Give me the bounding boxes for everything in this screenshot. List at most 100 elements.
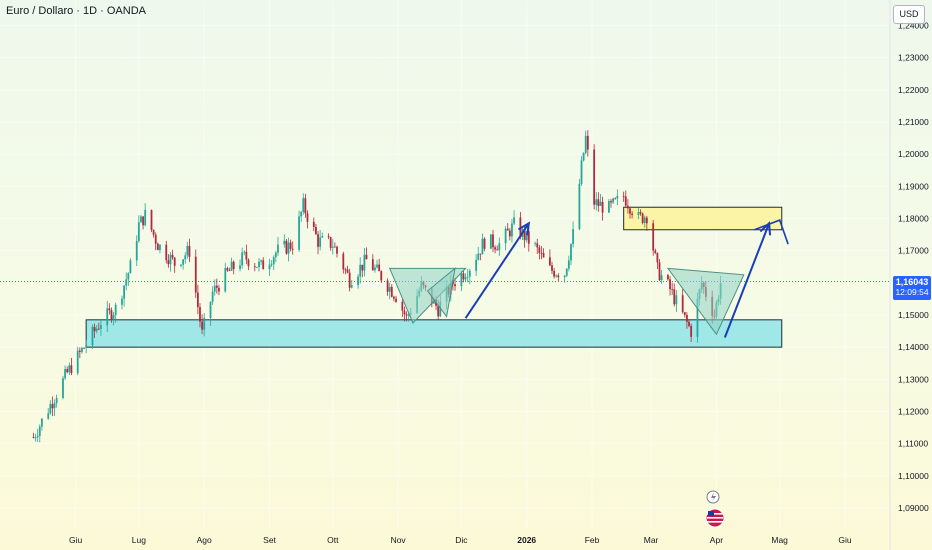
candle-body — [342, 253, 345, 270]
candle — [95, 325, 98, 334]
candle — [489, 234, 492, 249]
candle — [548, 249, 551, 267]
candle — [285, 239, 288, 255]
candle-body — [578, 183, 581, 230]
candle-body — [62, 378, 64, 399]
candle-body — [637, 212, 640, 215]
support-zone[interactable] — [85, 319, 783, 348]
candle — [241, 247, 244, 269]
candle-body — [540, 252, 543, 254]
candle — [390, 284, 393, 298]
candle-body — [407, 314, 410, 316]
candle — [481, 233, 484, 255]
candle — [593, 144, 596, 210]
candle-body — [226, 268, 229, 271]
candle-body — [494, 247, 496, 250]
candle-body — [331, 246, 334, 248]
candle — [582, 152, 585, 162]
symbol-title[interactable]: Euro / Dollaro · 1D · OANDA — [6, 5, 146, 17]
candle-body — [645, 217, 648, 224]
candle-body — [81, 347, 83, 352]
candle-body — [669, 279, 671, 290]
candle-body — [47, 413, 50, 419]
candle — [268, 258, 271, 277]
us-flag-event-icon[interactable] — [705, 508, 725, 528]
candle-body — [483, 238, 486, 249]
candle-body — [643, 217, 646, 223]
candle-body — [127, 273, 130, 280]
candle — [260, 259, 263, 265]
candle — [199, 303, 201, 328]
candle — [643, 215, 646, 228]
candle-body — [388, 286, 391, 292]
candle — [49, 400, 52, 415]
candle — [567, 255, 570, 272]
candle — [371, 254, 374, 271]
candle — [673, 283, 676, 307]
candle-body — [489, 234, 492, 249]
currency-button[interactable]: USD — [893, 5, 925, 24]
candle-body — [315, 226, 317, 235]
time-axis[interactable]: Giu Lug Ago Set Ott Nov Dic 2026 Feb Mar Apr Mag Giu — [69, 535, 852, 545]
candle-body — [681, 295, 684, 313]
candle-body — [165, 244, 168, 261]
candle-body — [523, 229, 526, 241]
candle-body — [312, 221, 315, 227]
candle — [291, 241, 294, 255]
candle — [376, 259, 378, 269]
candle — [135, 235, 138, 266]
candle-body — [555, 275, 558, 277]
triangle-pattern[interactable] — [426, 267, 456, 318]
time-tick-label: 2026 — [517, 535, 536, 545]
trend-arrow[interactable] — [464, 221, 531, 319]
candle — [106, 300, 109, 333]
drawings[interactable] — [388, 219, 789, 338]
candle-body — [610, 201, 612, 203]
candle-body — [542, 253, 545, 258]
candle — [631, 211, 634, 219]
candle-body — [344, 269, 347, 271]
candle-body — [68, 365, 71, 373]
candle-body — [460, 273, 463, 287]
candle — [298, 210, 300, 252]
candle-body — [553, 270, 556, 277]
price-tick-label: 1,12000 — [898, 407, 929, 417]
candle — [498, 237, 501, 256]
candle-body — [243, 251, 246, 253]
candle-body — [215, 285, 218, 288]
candle — [388, 282, 391, 300]
candle-body — [51, 404, 54, 409]
price-tick-label: 1,10000 — [898, 471, 929, 481]
price-axis[interactable]: 1,24000 1,23000 1,22000 1,21000 1,20000 1,190… — [898, 21, 929, 514]
candle — [359, 257, 362, 284]
candle — [68, 362, 71, 375]
price-tick-label: 1,13000 — [898, 374, 929, 384]
time-tick-label: Ago — [197, 535, 212, 545]
candle — [66, 366, 69, 374]
lightning-icon[interactable] — [706, 490, 720, 504]
candle-body — [245, 251, 248, 260]
projection-zigzag[interactable] — [754, 219, 789, 245]
candle-body — [247, 259, 250, 267]
candle — [538, 245, 541, 260]
candle — [224, 262, 227, 293]
candle-body — [639, 212, 642, 214]
candle-body — [357, 276, 359, 286]
candle — [228, 267, 231, 272]
candle-body — [114, 304, 117, 315]
last-price-value: 1,16043 — [895, 277, 929, 287]
triangle-pattern[interactable] — [666, 267, 745, 336]
candle-body — [534, 243, 537, 245]
candles — [32, 130, 722, 443]
candle-body — [656, 253, 659, 263]
candle — [129, 258, 132, 274]
candle-body — [224, 268, 227, 292]
candle — [658, 258, 661, 282]
candle — [300, 210, 303, 223]
candle-body — [167, 260, 170, 265]
candle — [479, 253, 482, 261]
candle-body — [511, 223, 513, 237]
candle-body — [498, 243, 501, 251]
resistance-zone[interactable] — [623, 206, 783, 231]
